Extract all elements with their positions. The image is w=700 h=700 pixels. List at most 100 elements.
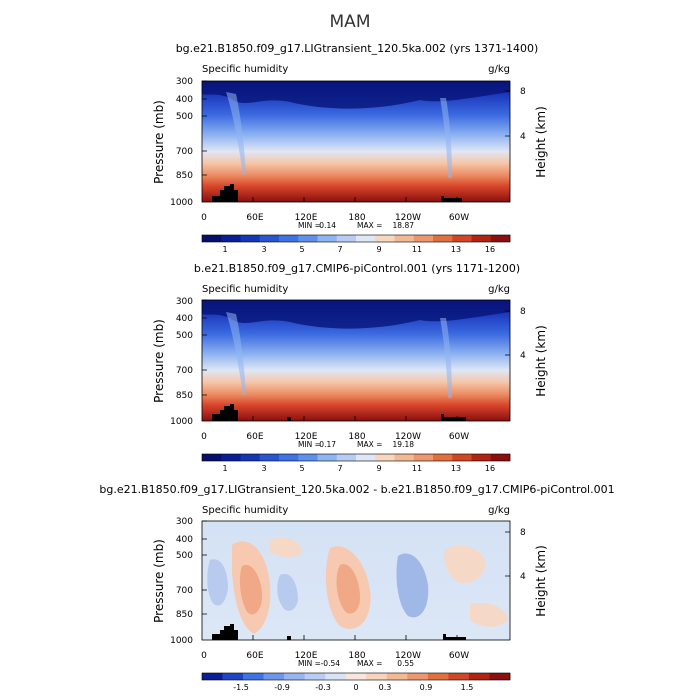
colorbar-label: 11 [412, 464, 422, 473]
x-axis-ticks: 0 60E 120E 180 120W 60W [201, 651, 469, 661]
y-axis-label: Pressure (mb) [152, 319, 166, 403]
colorbar-swatch [284, 673, 305, 680]
plot-frame [201, 520, 511, 641]
max-value: 19.18 [393, 440, 415, 449]
y-axis-ticks: 300 400 500 700 850 1000 [170, 297, 193, 427]
colorbar-swatch [221, 235, 241, 242]
y2-tick-label: 4 [520, 132, 526, 142]
x-tick-label: 120W [395, 432, 421, 442]
x-tick-marks [252, 416, 458, 421]
x-tick-label: 60E [246, 213, 263, 223]
x-tick-label: 60E [246, 651, 263, 661]
colorbar-swatch [490, 235, 511, 242]
colorbar-swatch [471, 454, 492, 461]
colorbar-swatch [386, 673, 408, 680]
colorbar-label: 7 [337, 245, 342, 254]
colorbar-swatches [201, 672, 511, 681]
plot-field [201, 299, 511, 422]
field-positive-anomaly [239, 564, 262, 615]
colorbar-swatch [394, 454, 415, 461]
colorbar-swatch [413, 454, 434, 461]
colorbar-swatch [452, 454, 472, 461]
min-label: MIN = [298, 221, 321, 230]
colorbar-label: 5 [299, 464, 304, 473]
colorbar-swatch [375, 454, 395, 461]
colorbar-label: 1 [222, 464, 227, 473]
x-tick-label: 120E [295, 213, 318, 223]
colorbar-label: 16 [485, 464, 495, 473]
colorbar-label: 0 [353, 683, 358, 692]
colorbar-swatch [325, 673, 347, 680]
panel-2: b.e21.B1850.f09_g17.CMIP6-piControl.001 … [152, 262, 548, 473]
colorbar-frame [201, 672, 511, 681]
min-label: MIN = [298, 659, 321, 668]
field-negative-anomaly [396, 553, 429, 618]
colorbar-label: 16 [485, 245, 495, 254]
y-tick-label: 400 [176, 95, 193, 105]
field-dry-wedge [226, 312, 246, 395]
y-tick-label: 400 [176, 314, 193, 324]
max-value: 18.87 [393, 221, 415, 230]
y-tick-label: 300 [176, 297, 193, 307]
variable-label: Specific humidity [202, 64, 288, 75]
x-tick-label: 60W [449, 432, 469, 442]
colorbar-swatch [433, 235, 453, 242]
colorbar-swatch [279, 454, 299, 461]
units-label: g/kg [488, 505, 510, 516]
y-tick-label: 500 [176, 551, 193, 561]
colorbar-swatch [304, 673, 326, 680]
y-tick-label: 1000 [170, 417, 193, 427]
colorbar-swatch [345, 673, 367, 680]
variable-label: Specific humidity [202, 284, 288, 295]
colorbar-swatch [452, 235, 472, 242]
y-axis-ticks: 300 400 500 700 850 1000 [170, 517, 193, 646]
y-axis-ticks: 300 400 500 700 850 1000 [170, 77, 193, 208]
y-tick-label: 700 [176, 586, 193, 596]
x-tick-label: 120W [395, 213, 421, 223]
colorbar-swatch [298, 235, 318, 242]
topography [212, 404, 466, 421]
y2-tick-label: 8 [520, 528, 526, 538]
x-axis-ticks: 0 60E 120E 180 120W 60W [201, 213, 469, 223]
colorbar-frame [201, 234, 511, 243]
x-tick-marks [252, 197, 458, 202]
colorbar-swatch [336, 235, 357, 242]
max-value: 0.55 [397, 659, 414, 668]
colorbar-swatch [448, 673, 470, 680]
colorbar-label: 7 [337, 464, 342, 473]
colorbar-swatch [490, 454, 511, 461]
colorbar-swatch [202, 673, 223, 680]
field-positive-anomaly [270, 537, 302, 558]
colorbar-swatches [201, 234, 511, 243]
x-tick-label: 0 [201, 651, 207, 661]
field-positive-anomaly [444, 545, 486, 584]
colorbar-label: 1.5 [461, 683, 474, 692]
topography [212, 624, 466, 640]
y-tick-label: 500 [176, 112, 193, 122]
colorbar: 1 3 5 7 9 11 13 16 [201, 453, 511, 473]
field-dry-wedge [440, 318, 452, 398]
field-upper-band [202, 81, 510, 109]
colorbar-swatch [240, 454, 261, 461]
units-label: g/kg [488, 284, 510, 295]
y2-tick-label: 8 [520, 87, 526, 97]
colorbar-label: 0.3 [379, 683, 392, 692]
panel-title: b.e21.B1850.f09_g17.CMIP6-piControl.001 … [194, 262, 520, 275]
panel-1: bg.e21.B1850.f09_g17.LIGtransient_120.5k… [152, 42, 548, 254]
colorbar-swatch [279, 235, 299, 242]
panel-title: bg.e21.B1850.f09_g17.LIGtransient_120.5k… [99, 483, 614, 496]
panel-3: bg.e21.B1850.f09_g17.LIGtransient_120.5k… [99, 483, 614, 692]
colorbar-swatch [240, 235, 261, 242]
colorbar-swatch [317, 235, 338, 242]
y-tick-label: 400 [176, 535, 193, 545]
x-tick-label: 0 [201, 213, 207, 223]
plot-field [201, 520, 511, 641]
field-negative-anomaly [207, 559, 228, 606]
x-tick-label: 180 [348, 432, 365, 442]
plot-frame [201, 299, 511, 422]
x-tick-label: 60E [246, 432, 263, 442]
field-dry-wedge [226, 92, 246, 175]
min-value: 0.17 [319, 440, 336, 449]
y-axis-label: Pressure (mb) [152, 539, 166, 623]
colorbar-label: 1 [222, 245, 227, 254]
